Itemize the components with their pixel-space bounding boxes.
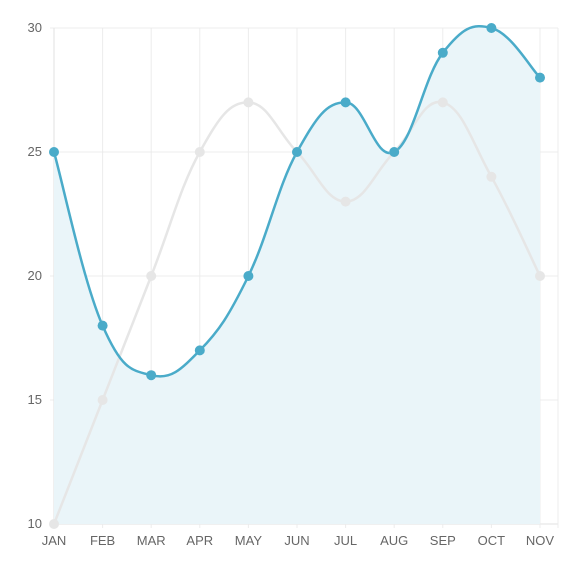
x-tick-label: JAN [42, 533, 67, 548]
y-tick-label: 25 [28, 144, 42, 159]
x-tick-label: OCT [478, 533, 506, 548]
tick-labels: 10 15 20 25 30 JAN FEB MAR APR MAY JUN JUL AUG SEP OCT… [28, 20, 555, 548]
y-tick-label: 15 [28, 392, 42, 407]
series-2-point-nov[interactable] [535, 72, 545, 83]
series-1-point-feb[interactable] [97, 395, 108, 405]
series-1-point-mar[interactable] [146, 271, 157, 281]
series-1-point-oct[interactable] [486, 171, 497, 182]
x-tick-label: SEP [430, 533, 456, 548]
series-1-point-jan[interactable] [49, 519, 59, 529]
x-tick-label: APR [186, 533, 213, 548]
x-tick-label: JUL [334, 533, 357, 548]
series-2-point-mar[interactable] [146, 370, 157, 381]
y-tick-label: 10 [28, 516, 42, 531]
x-tick-label: NOV [526, 533, 555, 548]
series-2-point-may[interactable] [243, 271, 254, 281]
series-1-point-jul[interactable] [340, 196, 351, 207]
data-points [49, 23, 545, 529]
series-1-line [52, 100, 542, 525]
series-2-point-jun[interactable] [292, 147, 302, 157]
series-2-area [54, 26, 540, 524]
series-1-point-sep[interactable] [437, 97, 448, 108]
series-2-point-sep[interactable] [437, 47, 448, 58]
x-tick-label: MAR [137, 533, 166, 548]
x-tick-label: MAY [235, 533, 263, 548]
series-2-point-aug[interactable] [389, 147, 400, 157]
x-tick-label: AUG [380, 533, 408, 548]
x-tick-label: JUN [284, 533, 309, 548]
series-1-point-may[interactable] [243, 97, 254, 108]
y-tick-label: 30 [28, 20, 42, 35]
area-fills [54, 26, 540, 524]
series-2-point-oct[interactable] [486, 23, 497, 33]
series-2-point-jul[interactable] [340, 97, 351, 108]
series-1-point-apr[interactable] [194, 147, 205, 157]
series-1-point-nov[interactable] [535, 271, 545, 281]
y-tick-label: 20 [28, 268, 42, 283]
series-2-point-apr[interactable] [194, 345, 205, 356]
series-2-point-feb[interactable] [97, 320, 108, 331]
x-tick-label: FEB [90, 533, 115, 548]
series-2-point-jan[interactable] [49, 147, 59, 157]
